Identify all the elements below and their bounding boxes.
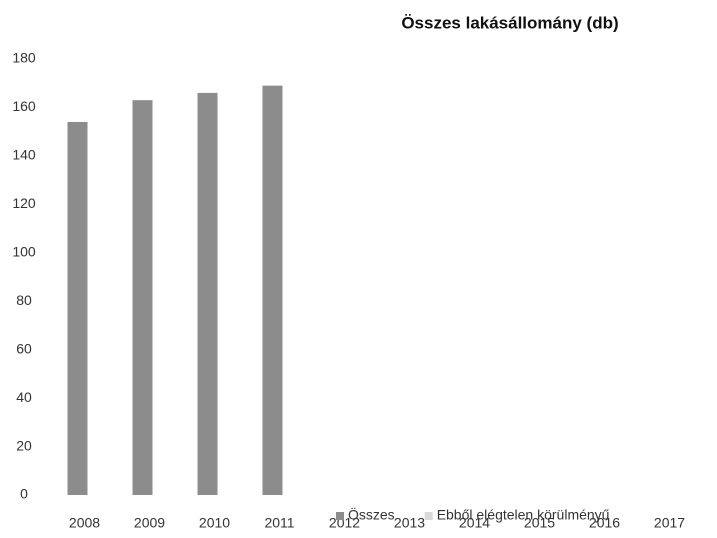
bar bbox=[132, 100, 153, 495]
y-tick-label: 160 bbox=[12, 98, 36, 114]
x-tick-label: 2014 bbox=[459, 515, 490, 531]
x-tick-label: 2013 bbox=[394, 515, 425, 531]
y-tick-label: 140 bbox=[12, 147, 36, 163]
x-tick-label: 2016 bbox=[589, 515, 620, 531]
y-tick-label: 80 bbox=[16, 292, 32, 308]
y-tick-label: 0 bbox=[20, 486, 28, 502]
legend-swatch bbox=[424, 512, 433, 520]
x-tick-label: 2009 bbox=[134, 515, 165, 531]
x-tick-label: 2008 bbox=[69, 515, 100, 531]
legend-label: Összes bbox=[348, 506, 395, 523]
y-tick-label: 40 bbox=[16, 389, 32, 405]
bar bbox=[67, 121, 88, 495]
y-tick-label: 20 bbox=[16, 437, 32, 453]
chart-title: Összes lakásállomány (db) bbox=[401, 13, 618, 32]
x-tick-label: 2011 bbox=[264, 515, 294, 531]
y-tick-label: 120 bbox=[12, 195, 36, 211]
y-tick-label: 180 bbox=[12, 50, 36, 66]
x-tick-label: 2010 bbox=[199, 515, 230, 531]
bar bbox=[262, 85, 283, 496]
legend-label: Ebből elégtelen körülményű bbox=[437, 507, 610, 523]
bar bbox=[197, 92, 218, 496]
x-tick-label: 2015 bbox=[524, 515, 555, 531]
x-tick-label: 2017 bbox=[654, 515, 685, 531]
y-tick-label: 100 bbox=[12, 243, 36, 259]
y-tick-label: 60 bbox=[16, 340, 32, 356]
legend-swatch bbox=[336, 512, 344, 520]
